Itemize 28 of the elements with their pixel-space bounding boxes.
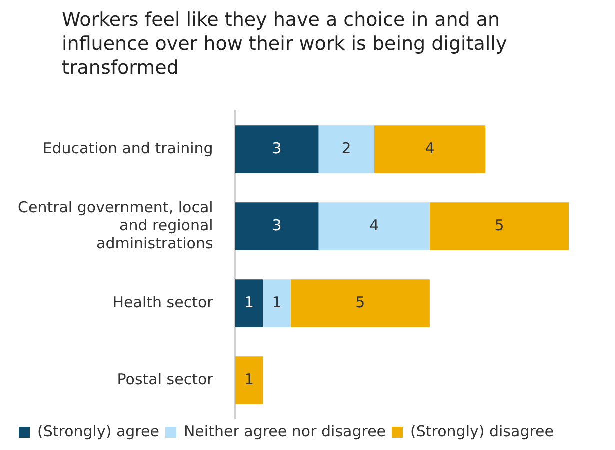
bar [318, 202, 430, 250]
data-label: 1 [244, 370, 254, 388]
data-label: 1 [244, 293, 254, 312]
chart-title: Workers feel like they have a choice in and an influence over how their work is being digitally transformed [62, 8, 508, 80]
legend-label: (Strongly) agree [37, 422, 160, 440]
legend-label: Neither agree nor disagree [184, 422, 386, 440]
y-tick-label: Health sector [112, 293, 214, 312]
data-label: 5 [494, 216, 504, 234]
data-label: 3 [272, 139, 282, 158]
y-tick-label: Education and training [42, 139, 214, 158]
legend-label: (Strongly) disagree [410, 422, 554, 440]
data-label: 4 [370, 216, 380, 234]
data-label: 2 [342, 139, 352, 158]
data-label: 1 [272, 293, 282, 312]
bar [235, 356, 264, 404]
bar [290, 280, 430, 328]
data-label: 3 [272, 216, 282, 234]
data-label: 4 [425, 139, 435, 158]
y-tick-label: Central government, local and regional administrations [18, 198, 214, 252]
bar [235, 126, 319, 174]
data-label: 5 [356, 293, 366, 312]
bar [263, 280, 291, 328]
bar [235, 280, 264, 328]
bar [318, 126, 374, 174]
y-tick-label: Postal sector [117, 370, 214, 388]
bar [374, 126, 486, 174]
bar [235, 202, 319, 250]
bar [430, 202, 569, 250]
